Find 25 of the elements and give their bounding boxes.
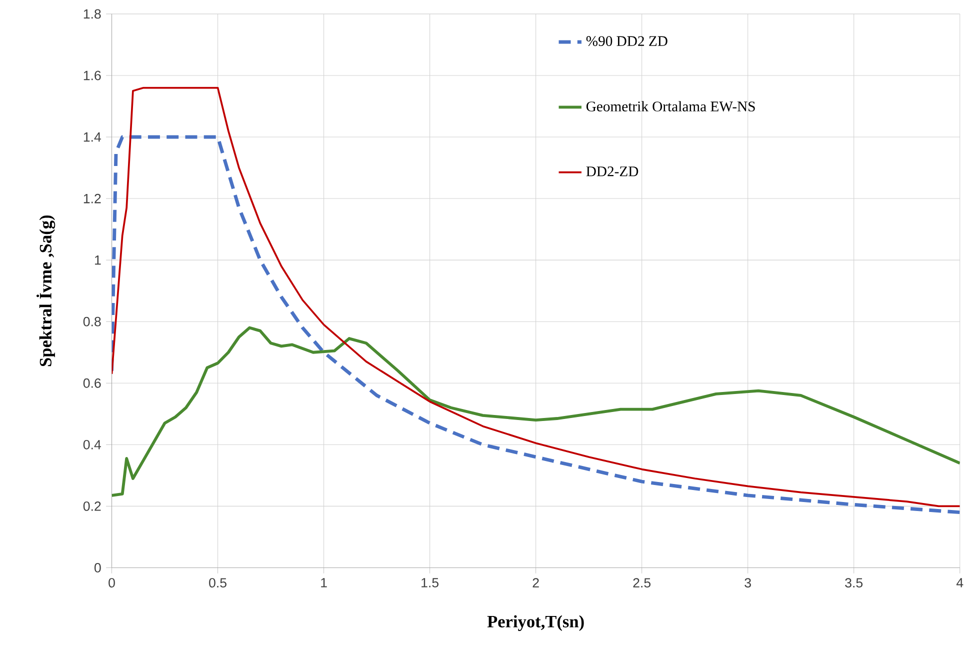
y-tick-label: 1.8 xyxy=(84,9,101,19)
y-tick-label: 0.8 xyxy=(83,317,101,327)
legend-label: %90 DD2 ZD xyxy=(586,36,668,46)
y-axis-title: Spektral İvme ,Sa(g) xyxy=(36,216,56,366)
y-tick-label: 1 xyxy=(95,256,101,265)
x-tick-label: 2.5 xyxy=(633,578,651,588)
y-tick-label: 0 xyxy=(94,563,101,573)
y-tick-label: 0.6 xyxy=(83,378,101,388)
line-series xyxy=(112,326,960,498)
legend-label: DD2-ZD xyxy=(586,166,638,176)
y-tick-label: 1.4 xyxy=(84,132,101,142)
x-tick-label: 2 xyxy=(532,578,539,588)
x-tick-label: 0.5 xyxy=(209,578,226,588)
legend-label: Geometrik Ortalama EW-NS xyxy=(586,101,755,112)
x-axis-title: Periyot,T(sn) xyxy=(487,616,584,632)
x-tick-label: 3.5 xyxy=(845,578,863,588)
x-tick-label: 1.5 xyxy=(422,578,438,588)
x-tick-label: 1 xyxy=(321,578,327,588)
y-tick-label: 0.2 xyxy=(83,502,101,512)
y-tick-label: 1.2 xyxy=(84,194,101,204)
y-tick-label: 1.6 xyxy=(84,71,101,80)
y-tick-label: 0.4 xyxy=(83,440,101,450)
x-tick-label: 4 xyxy=(956,578,964,588)
x-tick-label: 3 xyxy=(744,578,751,588)
x-tick-label: 0 xyxy=(108,578,115,588)
